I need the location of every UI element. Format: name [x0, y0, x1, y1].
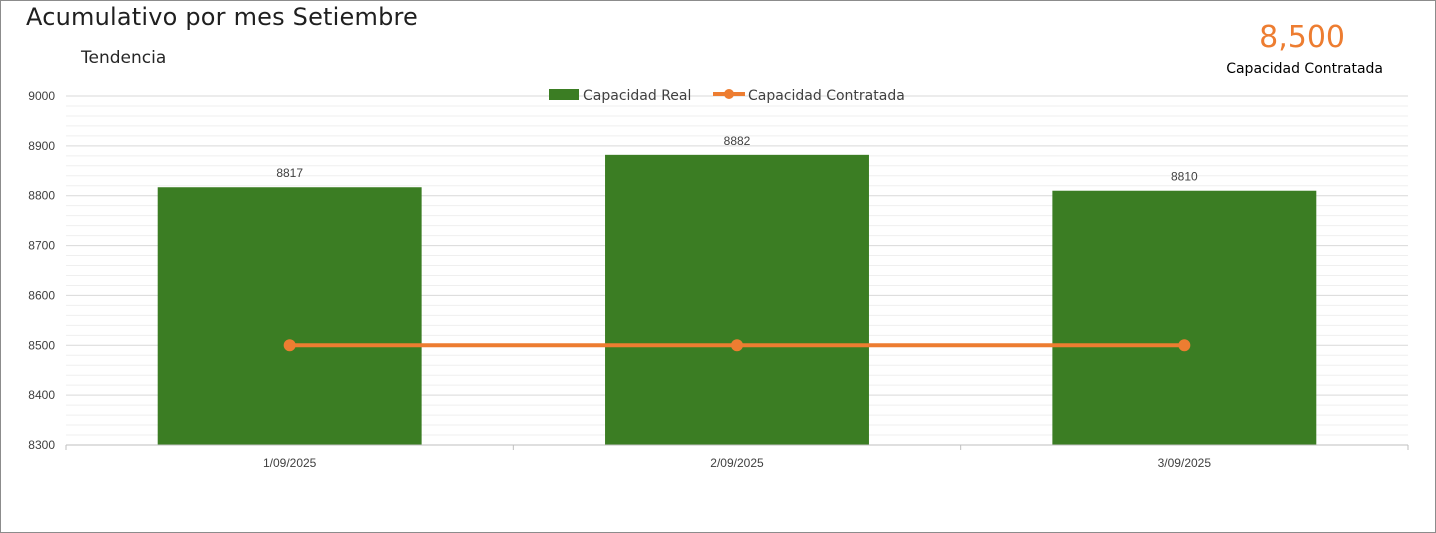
y-tick-label: 8800	[28, 189, 55, 203]
y-axis: 8300 8400 8500 8600 8700 8800 8900 9000	[28, 89, 55, 452]
legend-swatch-capacidad-contratada-marker	[724, 89, 734, 99]
legend-label-capacidad-contratada: Capacidad Contratada	[748, 88, 905, 104]
y-tick-label: 8600	[28, 288, 55, 302]
bar	[1052, 190, 1317, 445]
bar-data-label: 8817	[276, 166, 303, 180]
bar	[157, 187, 422, 445]
legend-label-capacidad-real: Capacidad Real	[583, 88, 691, 104]
bar-data-label: 8810	[1171, 170, 1198, 184]
y-tick-label: 8700	[28, 239, 55, 253]
line-point	[1178, 339, 1191, 352]
data-labels: 8817 8882 8810	[276, 134, 1198, 184]
line-series	[283, 339, 1191, 352]
kpi-value: 8,500	[1259, 20, 1345, 55]
legend-swatch-capacidad-real	[549, 89, 579, 100]
x-tick-label: 1/09/2025	[263, 456, 317, 470]
legend: Capacidad Real Capacidad Contratada	[549, 88, 905, 104]
y-tick-label: 8900	[28, 139, 55, 153]
bar-data-label: 8882	[724, 134, 751, 148]
x-axis: 1/09/2025 2/09/2025 3/09/2025	[65, 444, 1409, 470]
line-point	[731, 339, 743, 352]
x-tick-label: 2/09/2025	[710, 456, 764, 470]
kpi-label: Capacidad Contratada	[1226, 61, 1383, 77]
y-tick-label: 9000	[28, 89, 55, 103]
chart-subtitle: Tendencia	[81, 48, 167, 68]
bars	[157, 154, 1317, 445]
bar	[605, 154, 869, 445]
x-tick-label: 3/09/2025	[1158, 456, 1212, 470]
line-point	[283, 339, 296, 352]
y-tick-label: 8400	[28, 388, 55, 402]
chart-title: Acumulativo por mes Setiembre	[26, 3, 419, 31]
y-tick-label: 8500	[28, 338, 55, 352]
y-tick-label: 8300	[28, 438, 55, 452]
